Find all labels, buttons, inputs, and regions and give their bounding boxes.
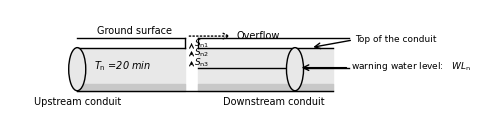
Text: Ground surface: Ground surface [97, 26, 172, 36]
Text: warning water level:   $\mathit{WL}_{\mathrm{n}}$: warning water level: $\mathit{WL}_{\math… [351, 60, 471, 73]
Text: Top of the conduit: Top of the conduit [354, 35, 436, 44]
Text: $T_{\mathrm{n}}$ =20 min: $T_{\mathrm{n}}$ =20 min [94, 59, 152, 73]
Ellipse shape [286, 48, 304, 91]
Text: $S_{\mathrm{n1}}$: $S_{\mathrm{n1}}$ [194, 38, 209, 50]
Ellipse shape [68, 48, 86, 91]
Text: $S_{\mathrm{n2}}$: $S_{\mathrm{n2}}$ [194, 46, 209, 59]
Text: Overflow: Overflow [236, 31, 280, 41]
Text: $S_{\mathrm{n3}}$: $S_{\mathrm{n3}}$ [194, 56, 209, 69]
Text: Upstream conduit: Upstream conduit [34, 97, 121, 107]
Text: Downstream conduit: Downstream conduit [223, 97, 324, 107]
